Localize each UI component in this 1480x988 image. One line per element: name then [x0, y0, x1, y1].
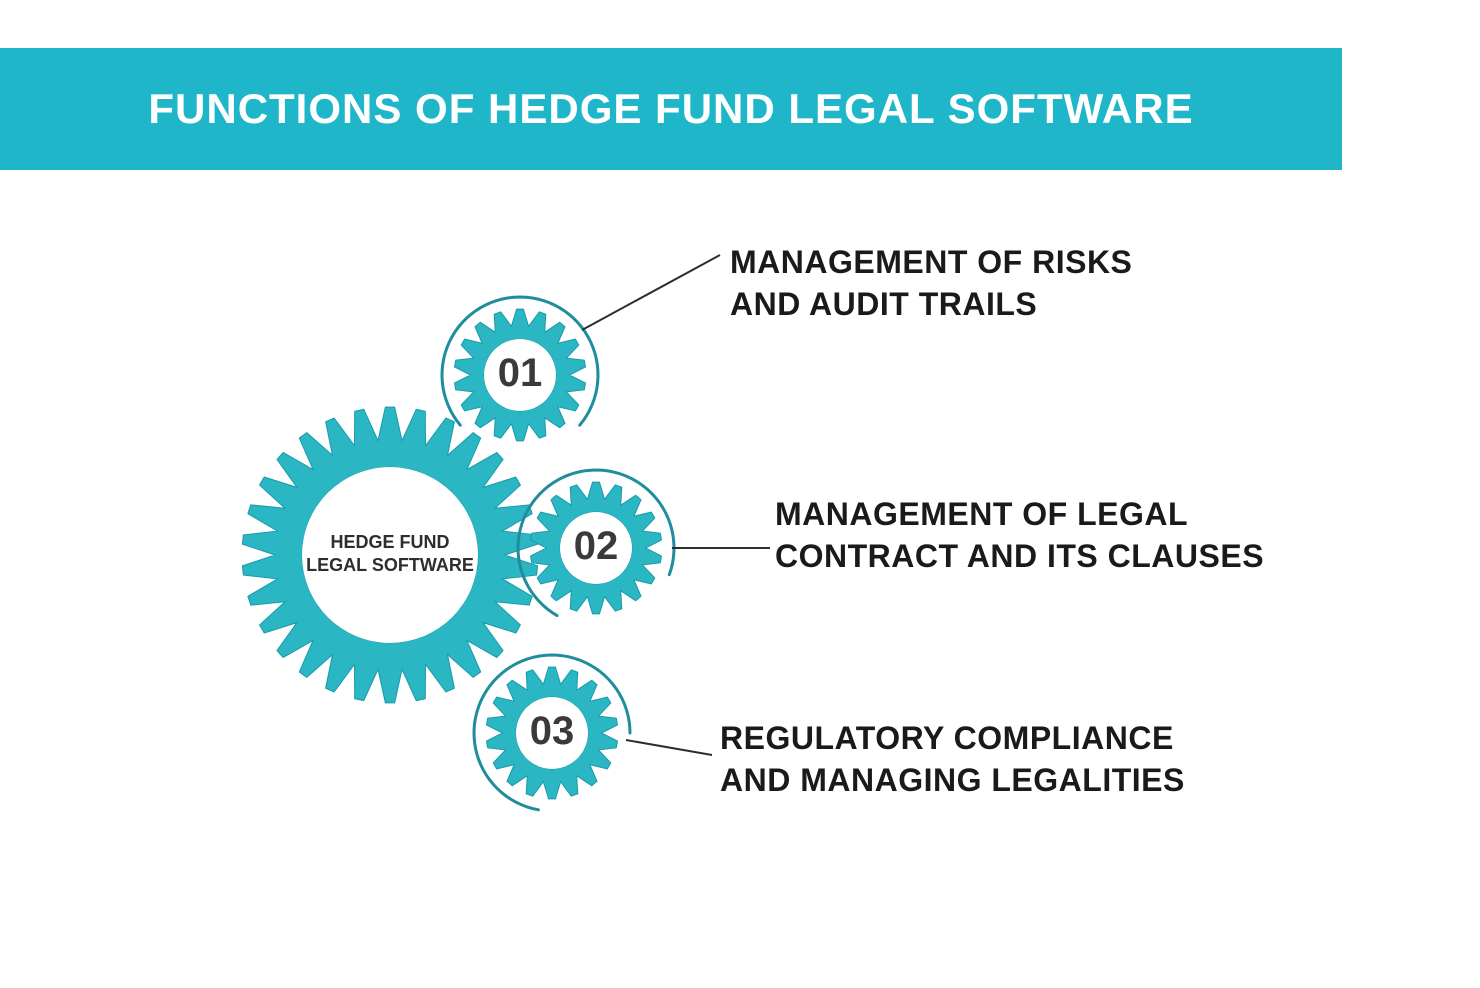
gear-number-03: 03 — [512, 709, 592, 754]
main-gear-label: HEDGE FUND LEGAL SOFTWARE — [302, 531, 478, 576]
function-03-line1: REGULATORY COMPLIANCE — [720, 718, 1185, 760]
function-label-03: REGULATORY COMPLIANCE AND MANAGING LEGAL… — [720, 718, 1185, 801]
function-01-line1: MANAGEMENT OF RISKS — [730, 242, 1132, 284]
function-label-02: MANAGEMENT OF LEGAL CONTRACT AND ITS CLA… — [775, 494, 1264, 577]
function-02-line2: CONTRACT AND ITS CLAUSES — [775, 536, 1264, 578]
main-gear-label-line2: LEGAL SOFTWARE — [302, 554, 478, 577]
function-03-line2: AND MANAGING LEGALITIES — [720, 760, 1185, 802]
diagram-area: HEDGE FUND LEGAL SOFTWARE 01 02 03 MANAG… — [0, 0, 1480, 988]
function-02-line1: MANAGEMENT OF LEGAL — [775, 494, 1264, 536]
function-01-line2: AND AUDIT TRAILS — [730, 284, 1132, 326]
gear-number-02: 02 — [556, 524, 636, 569]
function-label-01: MANAGEMENT OF RISKS AND AUDIT TRAILS — [730, 242, 1132, 325]
gear-number-01: 01 — [480, 351, 560, 396]
main-gear-label-line1: HEDGE FUND — [302, 531, 478, 554]
